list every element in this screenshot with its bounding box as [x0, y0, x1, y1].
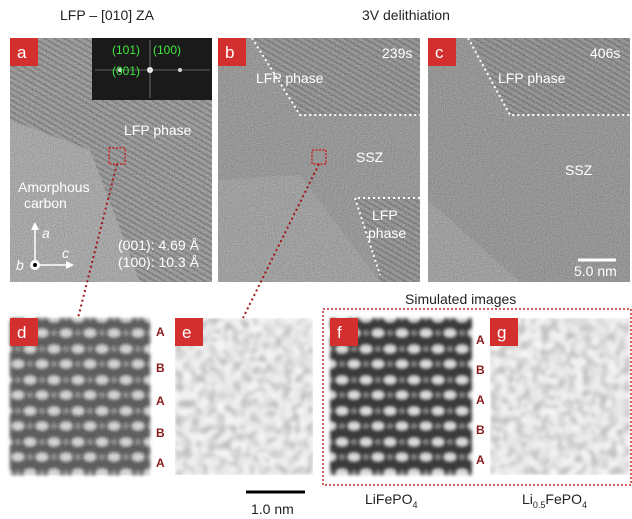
axis-label: b: [16, 257, 24, 273]
stacking-label: A: [476, 453, 485, 467]
panel-d: d A B A B A: [10, 318, 165, 475]
panel-label: d: [17, 323, 26, 342]
figure: LFP – [010] ZA 3V delithiation (101) (10…: [0, 0, 632, 519]
time-label: 406s: [590, 45, 620, 61]
stacking-label: A: [156, 394, 165, 408]
panel-label: b: [225, 43, 234, 62]
panel-label: f: [337, 323, 342, 342]
fft-spot: (001): [112, 64, 140, 78]
panel-a: (101) (100) (001) a LFP phase Amorphous …: [10, 38, 212, 282]
axis-label: c: [62, 245, 69, 261]
stacking-label: A: [156, 325, 165, 339]
region-label: Amorphous: [18, 179, 90, 195]
panel-label: g: [497, 323, 506, 342]
ssz-label: SSZ: [356, 149, 384, 165]
axis-label: a: [42, 225, 50, 241]
time-label: 239s: [382, 45, 412, 61]
ssz-label: SSZ: [565, 162, 593, 178]
region-label: carbon: [24, 195, 67, 211]
panel-label: a: [17, 43, 27, 62]
caption-sub: 4: [412, 500, 417, 510]
phase-label: LFP phase: [498, 70, 566, 86]
stacking-label: A: [476, 333, 485, 347]
caption-sub: 0.5: [533, 500, 546, 510]
caption: Li0.5FePO4: [522, 491, 587, 510]
scale-bar-label: 1.0 nm: [251, 501, 294, 517]
panel-c: c 406s LFP phase SSZ 5.0 nm: [428, 38, 630, 282]
phase-label: phase: [368, 225, 406, 241]
stacking-label: B: [156, 361, 165, 375]
spacing: (001): 4.69 Å: [118, 237, 200, 253]
right-title: 3V delithiation: [362, 7, 450, 23]
caption-part: Li: [522, 491, 533, 507]
scale-bar-label: 5.0 nm: [574, 263, 617, 279]
spacing: (100): 10.3 Å: [118, 254, 200, 270]
phase-label: LFP: [372, 207, 398, 223]
fft-spot: (101): [112, 43, 140, 57]
left-title: LFP – [010] ZA: [60, 7, 155, 23]
panel-f: f A B A B A: [330, 318, 485, 475]
panel-b: b 239s LFP phase SSZ LFP phase: [218, 38, 420, 282]
stacking-label: A: [476, 393, 485, 407]
fft-spot: (100): [153, 43, 181, 57]
stacking-label: B: [156, 426, 165, 440]
panel-label: c: [435, 43, 444, 62]
caption: LiFePO4: [365, 491, 417, 510]
stacking-label: B: [476, 423, 485, 437]
caption-part: FePO: [545, 491, 582, 507]
section-title: Simulated images: [405, 291, 516, 307]
phase-label: LFP phase: [124, 122, 192, 138]
panel-g: g: [490, 318, 630, 475]
phase-label: LFP phase: [256, 70, 324, 86]
caption-sub: 4: [582, 500, 587, 510]
stacking-label: B: [476, 363, 485, 377]
panel-label: e: [182, 323, 191, 342]
stacking-label: A: [156, 456, 165, 470]
caption-part: LiFePO: [365, 491, 413, 507]
panel-e: e: [175, 318, 313, 475]
